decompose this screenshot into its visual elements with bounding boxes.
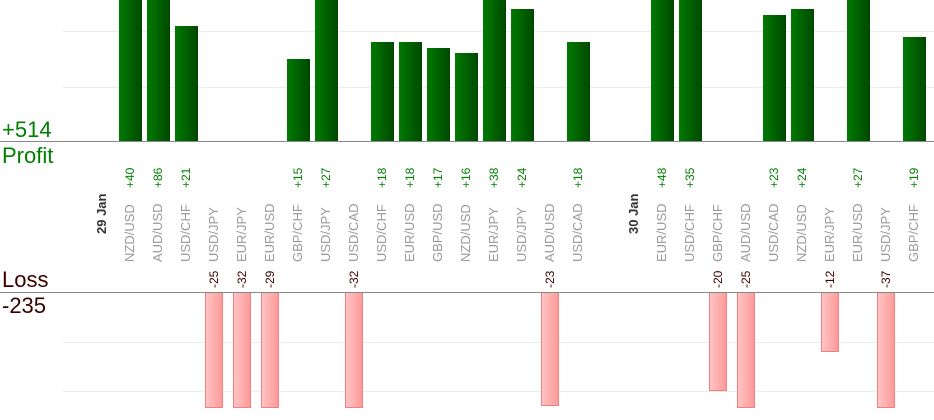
pair-label: EUR/JPY	[486, 207, 501, 262]
profit-bar	[147, 0, 170, 141]
profit-value-label: +19	[907, 167, 921, 188]
pair-label: GBP/CHF	[906, 204, 921, 262]
loss-value-label: -29	[263, 270, 277, 288]
loss-bar	[541, 293, 559, 406]
profit-bar	[315, 0, 338, 141]
profit-value-label: +35	[683, 167, 697, 188]
profit-value-label: +27	[851, 167, 865, 188]
profit-bar	[455, 53, 478, 141]
profit-bar	[371, 42, 394, 141]
profit-bar	[567, 42, 590, 141]
pair-label: USD/CAD	[570, 203, 585, 262]
loss-value-label: -32	[347, 270, 361, 288]
loss-bar	[233, 293, 251, 408]
loss-bar	[821, 293, 839, 352]
loss-bar	[737, 293, 755, 408]
pair-label: USD/CHF	[682, 204, 697, 262]
pair-label: USD/JPY	[206, 207, 221, 262]
pair-label: USD/JPY	[514, 207, 529, 262]
profit-value-label: +86	[151, 167, 165, 188]
profit-label: Profit	[2, 143, 54, 168]
date-label: 29 Jan	[94, 193, 109, 234]
profit-bar	[399, 42, 422, 141]
profit-bar	[791, 9, 814, 141]
profit-value-label: +27	[319, 167, 333, 188]
pair-label: EUR/USD	[402, 203, 417, 262]
pair-label: AUD/USD	[542, 203, 557, 262]
profit-baseline	[0, 141, 934, 142]
profit-bar	[427, 47, 450, 141]
profit-value-label: +24	[515, 167, 529, 188]
pair-label: GBP/CHF	[710, 204, 725, 262]
profit-value-label: +48	[655, 167, 669, 188]
loss-value-label: -32	[235, 270, 249, 288]
pair-label: GBP/CHF	[290, 204, 305, 262]
profit-bar	[511, 9, 534, 141]
pair-label: NZD/USD	[122, 204, 137, 262]
profit-value-label: +18	[403, 167, 417, 188]
profit-bar	[679, 0, 702, 141]
pair-label: NZD/USD	[458, 204, 473, 262]
loss-label: Loss	[2, 267, 49, 292]
pair-label: USD/CAD	[346, 203, 361, 262]
pair-label: GBP/USD	[430, 203, 445, 262]
profit-value-label: +15	[291, 167, 305, 188]
date-label: 30 Jan	[626, 193, 641, 234]
profit-value-label: +21	[179, 167, 193, 188]
pair-label: AUD/USD	[738, 203, 753, 262]
profit-value-label: +18	[571, 167, 585, 188]
pair-label: EUR/USD	[262, 203, 277, 262]
profit-bar	[483, 0, 506, 141]
loss-baseline	[0, 292, 934, 293]
profit-value-label: +18	[375, 167, 389, 188]
pair-label: NZD/USD	[794, 204, 809, 262]
loss-bar	[261, 293, 279, 408]
profit-bar	[287, 58, 310, 141]
profit-bar	[903, 36, 926, 141]
loss-bar	[709, 293, 727, 391]
pair-label: USD/CHF	[178, 204, 193, 262]
profit-value-label: +17	[431, 167, 445, 188]
pair-label: EUR/USD	[654, 203, 669, 262]
loss-gridline	[63, 342, 934, 343]
loss-bar	[877, 293, 895, 408]
profit-bar	[175, 25, 198, 141]
pair-label: EUR/JPY	[234, 207, 249, 262]
loss-value-label: -20	[711, 270, 725, 288]
pair-label: EUR/USD	[850, 203, 865, 262]
profit-bar	[119, 0, 142, 141]
profit-bar	[847, 0, 870, 141]
profit-value-label: +40	[123, 167, 137, 188]
loss-value-label: -37	[879, 270, 893, 288]
loss-total: -235	[2, 293, 47, 318]
pair-label: USD/CAD	[766, 203, 781, 262]
pair-label: USD/JPY	[318, 207, 333, 262]
profit-bar	[651, 0, 674, 141]
profit-value-label: +23	[767, 167, 781, 188]
pair-label: EUR/JPY	[822, 207, 837, 262]
loss-gridline	[63, 391, 934, 392]
loss-value-label: -12	[823, 270, 837, 288]
profit-value-label: +16	[459, 167, 473, 188]
pair-label: AUD/USD	[150, 203, 165, 262]
loss-value-label: -23	[543, 270, 557, 288]
loss-bar	[205, 293, 223, 408]
loss-bar	[345, 293, 363, 408]
pair-label: USD/JPY	[878, 207, 893, 262]
profit-value-label: +38	[487, 167, 501, 188]
profit-bar	[763, 14, 786, 141]
loss-value-label: -25	[207, 270, 221, 288]
profit-total: +514	[2, 117, 52, 142]
pair-label: USD/CHF	[374, 204, 389, 262]
profit-value-label: +24	[795, 167, 809, 188]
loss-value-label: -25	[739, 270, 753, 288]
